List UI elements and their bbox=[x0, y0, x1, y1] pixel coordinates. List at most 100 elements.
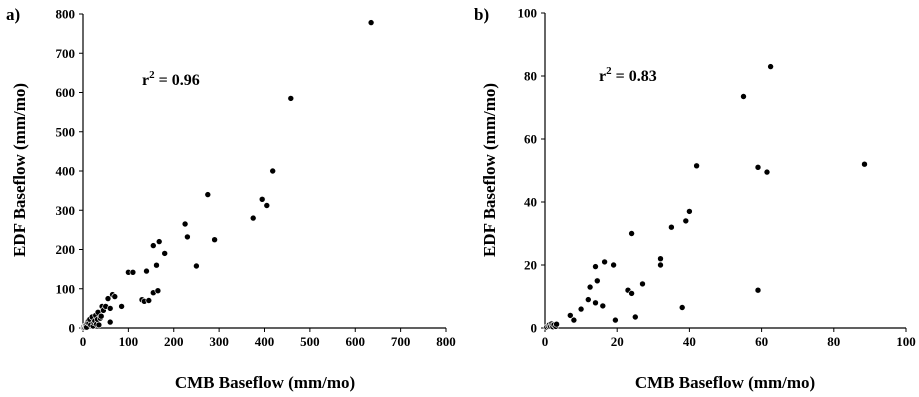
panel-b-data-point bbox=[639, 280, 646, 288]
panel-b-x-tick-label: 80 bbox=[827, 334, 840, 349]
panel-a-x-tick-label: 200 bbox=[164, 334, 184, 349]
panel-b-data-point bbox=[754, 286, 762, 294]
panel-a-data-point bbox=[287, 95, 295, 102]
panel-b-x-tick-label: 60 bbox=[755, 334, 768, 349]
panel-b-data-point bbox=[593, 277, 601, 285]
panel-b-data-point bbox=[657, 261, 664, 269]
panel-a-y-tick-label: 400 bbox=[56, 164, 76, 179]
panel-a-data-point bbox=[104, 295, 112, 302]
panel-a-data-point bbox=[95, 321, 103, 329]
panel-a-points bbox=[80, 19, 375, 331]
panel-b-x-axis-title: CMB Baseflow (mm/mo) bbox=[635, 373, 815, 392]
panel-a-data-point bbox=[118, 303, 125, 310]
panel-a-data-point bbox=[367, 19, 375, 26]
panel-a-x-tick-label: 600 bbox=[346, 334, 366, 349]
panel-a-data-point bbox=[106, 318, 114, 326]
panel-b-axes: 0 20 40 60 80 100 0 20 40 60 80 100 bbox=[518, 6, 916, 350]
panel-a-x-tick-label: 800 bbox=[436, 334, 456, 349]
panel-b-y-tick-label: 100 bbox=[518, 6, 538, 21]
panel-b-y-tick-label: 80 bbox=[524, 69, 537, 84]
panel-b-y-axis-title: EDF Baseflow (mm/mo) bbox=[480, 83, 499, 257]
panel-a-y-tick-label: 700 bbox=[56, 46, 76, 61]
panel-b-data-point bbox=[610, 261, 617, 269]
panel-a-y-tick-label: 800 bbox=[56, 7, 76, 22]
panel-b-data-point bbox=[592, 263, 599, 270]
panel-a-y-tick-label: 0 bbox=[69, 321, 76, 336]
panel-a-data-point bbox=[155, 238, 163, 245]
panel-b-data-point bbox=[693, 162, 700, 170]
panel-a-data-point bbox=[111, 293, 119, 300]
panel-a-x-tick-label: 0 bbox=[80, 334, 87, 349]
panel-b-data-point bbox=[570, 316, 578, 324]
panel-b-data-point bbox=[754, 164, 762, 171]
panel-b-data-point bbox=[601, 258, 608, 266]
panel-b-label: b) bbox=[474, 5, 489, 24]
panel-b-data-point bbox=[628, 230, 635, 237]
panel-a-data-point bbox=[184, 233, 191, 241]
panel-b-data-point bbox=[584, 296, 592, 303]
panel-b-x-tick-label: 100 bbox=[896, 334, 916, 349]
panel-a-data-point bbox=[193, 262, 200, 270]
panel-a-data-point bbox=[269, 167, 277, 175]
panel-b-y-tick-label: 40 bbox=[524, 195, 537, 210]
panel-b-data-point bbox=[612, 316, 619, 324]
panel-a-y-tick-label: 300 bbox=[56, 203, 76, 218]
panel-b-data-point bbox=[586, 283, 594, 291]
panel-b-data-point bbox=[657, 255, 664, 263]
panel-b-x-tick-label: 20 bbox=[611, 334, 624, 349]
panel-a-y-axis-title: EDF Baseflow (mm/mo) bbox=[10, 83, 29, 257]
panel-a-x-tick-label: 300 bbox=[209, 334, 229, 349]
panel-a-data-point bbox=[258, 196, 266, 203]
panel-a-label: a) bbox=[6, 5, 20, 24]
panel-b-data-point bbox=[592, 299, 599, 307]
panel-a-x-tick-label: 500 bbox=[300, 334, 320, 349]
panel-b-data-point bbox=[763, 168, 771, 176]
panel-a-data-point bbox=[145, 297, 153, 304]
panel-a-axes: 0 100 200 300 400 500 600 700 800 0 100 200 300 400 50… bbox=[56, 7, 456, 350]
panel-b-data-point bbox=[686, 208, 693, 215]
panel-a-data-point bbox=[150, 242, 157, 249]
panel-b-data-point bbox=[767, 63, 774, 70]
panel-a-data-point bbox=[106, 305, 114, 312]
panel-b-data-point bbox=[628, 290, 635, 297]
panel-a-data-point bbox=[129, 268, 137, 276]
panel-a-y-tick-label: 500 bbox=[56, 124, 76, 139]
panel-a-data-point bbox=[249, 214, 257, 222]
panel-a-x-tick-label: 400 bbox=[255, 334, 275, 349]
panel-a-y-tick-label: 600 bbox=[56, 85, 76, 100]
panel-b: b) r2 = 0.83 CMB Baseflow (mm/mo) EDF Ba… bbox=[474, 5, 916, 392]
panel-b-data-point bbox=[553, 320, 560, 328]
panel-b-data-point bbox=[861, 160, 868, 168]
panel-b-data-point bbox=[740, 93, 747, 100]
panel-b-data-point bbox=[577, 305, 585, 313]
panel-b-y-tick-label: 60 bbox=[524, 132, 537, 147]
panel-a-data-point bbox=[154, 287, 162, 295]
panel-b-points bbox=[543, 63, 868, 331]
panel-b-data-point bbox=[682, 217, 690, 225]
panel-b-y-tick-label: 0 bbox=[531, 321, 538, 336]
panel-b-data-point bbox=[678, 304, 686, 311]
panel-b-data-point bbox=[599, 302, 607, 310]
panel-a-y-tick-label: 200 bbox=[56, 242, 76, 257]
panel-a-data-point bbox=[181, 220, 189, 228]
panel-a-data-point bbox=[97, 312, 105, 320]
panel-b-data-point bbox=[668, 223, 675, 231]
panel-a-data-point bbox=[153, 261, 160, 269]
panel-b-r2-annotation: r2 = 0.83 bbox=[599, 65, 657, 85]
panel-a-data-point bbox=[211, 236, 218, 243]
panel-b-y-tick-label: 20 bbox=[524, 258, 537, 273]
panel-b-x-tick-label: 40 bbox=[683, 334, 696, 349]
panel-a-x-tick-label: 100 bbox=[119, 334, 139, 349]
panel-a-data-point bbox=[143, 267, 150, 275]
panel-a-data-point bbox=[263, 202, 271, 209]
panel-a-data-point bbox=[204, 191, 212, 198]
panel-b-data-point bbox=[631, 313, 639, 321]
panel-a-x-tick-label: 700 bbox=[391, 334, 411, 349]
panel-b-data-point bbox=[566, 312, 574, 319]
panel-b-x-tick-label: 0 bbox=[542, 334, 549, 349]
panel-a-y-tick-label: 100 bbox=[56, 281, 76, 296]
panel-a: a) r2 = 0.96 CMB Baseflow (mm/mo) EDF Ba… bbox=[6, 5, 456, 392]
panel-a-data-point bbox=[161, 250, 168, 257]
panel-a-r2-annotation: r2 = 0.96 bbox=[142, 69, 200, 89]
